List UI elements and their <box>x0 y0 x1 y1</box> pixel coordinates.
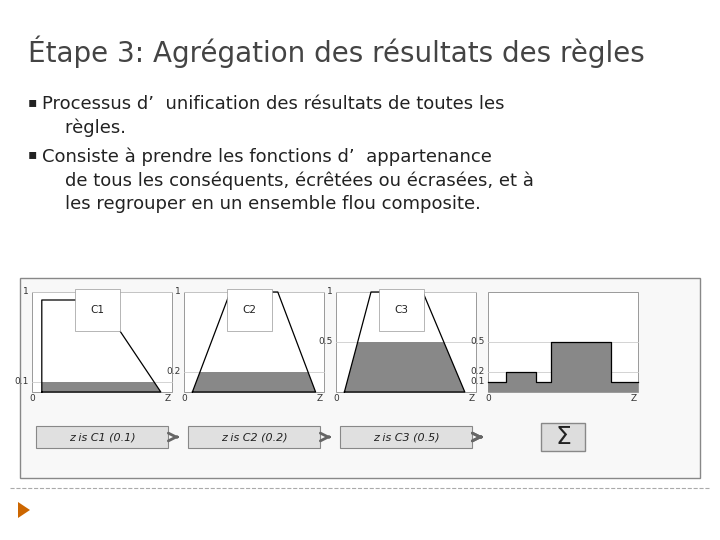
Text: Z: Z <box>631 394 636 403</box>
Text: Z: Z <box>469 394 475 403</box>
Text: ▪: ▪ <box>28 95 37 109</box>
Text: z is C1 (0.1): z is C1 (0.1) <box>68 432 135 442</box>
Text: 1: 1 <box>175 287 181 296</box>
Text: C1: C1 <box>91 305 105 315</box>
FancyBboxPatch shape <box>541 423 585 451</box>
Text: Processus d’  unification des résultats de toutes les
    règles.: Processus d’ unification des résultats d… <box>42 95 505 137</box>
FancyBboxPatch shape <box>340 426 472 448</box>
Text: 0.1: 0.1 <box>471 377 485 387</box>
Text: Consiste à prendre les fonctions d’  appartenance
    de tous les conséquents, é: Consiste à prendre les fonctions d’ appa… <box>42 147 534 213</box>
Text: 0: 0 <box>29 394 35 403</box>
Text: 0.5: 0.5 <box>471 338 485 347</box>
Text: Σ: Σ <box>555 425 571 449</box>
Text: 0.1: 0.1 <box>14 377 29 387</box>
FancyBboxPatch shape <box>188 426 320 448</box>
Text: 0.5: 0.5 <box>319 338 333 347</box>
Polygon shape <box>18 502 30 518</box>
Polygon shape <box>42 382 161 392</box>
Bar <box>336 292 476 392</box>
Text: Z: Z <box>165 394 171 403</box>
Text: Z: Z <box>317 394 323 403</box>
Text: C3: C3 <box>395 305 409 315</box>
Text: 0: 0 <box>485 394 491 403</box>
Text: C2: C2 <box>243 305 257 315</box>
Text: Étape 3: Agrégation des résultats des règles: Étape 3: Agrégation des résultats des rè… <box>28 35 644 68</box>
Bar <box>32 292 172 392</box>
Text: ▪: ▪ <box>28 147 37 161</box>
Text: z is C2 (0.2): z is C2 (0.2) <box>221 432 287 442</box>
FancyBboxPatch shape <box>36 426 168 448</box>
Text: 1: 1 <box>23 287 29 296</box>
Text: 0.2: 0.2 <box>167 368 181 376</box>
Bar <box>184 292 324 392</box>
Polygon shape <box>192 372 315 392</box>
Bar <box>488 292 638 392</box>
Polygon shape <box>344 342 465 392</box>
Text: 1: 1 <box>328 287 333 296</box>
Text: 0: 0 <box>333 394 339 403</box>
Polygon shape <box>488 342 638 392</box>
Text: 0.2: 0.2 <box>471 368 485 376</box>
Text: 0: 0 <box>181 394 187 403</box>
Bar <box>20 278 700 478</box>
Text: z is C3 (0.5): z is C3 (0.5) <box>373 432 439 442</box>
